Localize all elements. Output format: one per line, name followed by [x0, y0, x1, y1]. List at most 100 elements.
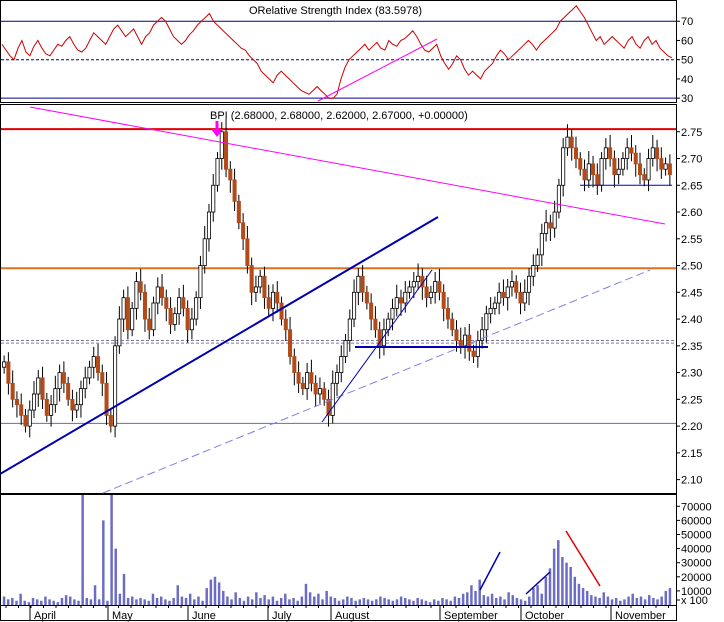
volume-tick-label: 60000 [681, 515, 712, 527]
volume-bar [259, 597, 262, 605]
candle-body [514, 281, 519, 293]
ascending-trendline [0, 216, 439, 475]
candle-body [70, 398, 75, 411]
candle [87, 360, 92, 385]
candle-body [61, 372, 66, 384]
candle-body [642, 174, 647, 181]
candle [407, 280, 412, 299]
candle [206, 204, 211, 252]
volume-bar [159, 596, 163, 605]
volume-bar [168, 600, 171, 605]
volume-bar [284, 593, 287, 605]
volume-trend-1 [479, 551, 501, 591]
volume-bar [623, 599, 626, 605]
candle [339, 345, 344, 383]
volume-bar [544, 576, 548, 605]
volume-bar [660, 596, 663, 605]
volume-bar [69, 596, 72, 605]
volume-bar [391, 600, 395, 605]
candle-body [352, 291, 357, 320]
candle-body [330, 382, 335, 416]
volume-bar [643, 599, 647, 605]
candle [578, 152, 583, 176]
volume-bar [23, 600, 26, 605]
month-label: June [192, 610, 216, 622]
volume-bar [333, 597, 337, 605]
candle [646, 148, 651, 192]
candle [659, 147, 664, 179]
candle-body [616, 168, 621, 175]
candle [78, 380, 83, 418]
candle [424, 275, 429, 308]
candle [61, 361, 66, 393]
candle [356, 268, 361, 306]
volume-bar [387, 599, 390, 605]
price-tick-label: 2.10 [681, 475, 702, 487]
candle [642, 168, 647, 187]
price-tick-label: 2.15 [681, 448, 702, 460]
volume-bar [437, 600, 440, 605]
candle [398, 289, 404, 316]
candle [326, 389, 331, 427]
volume-bar [445, 599, 448, 605]
candle [125, 286, 130, 340]
volume-bar [399, 596, 403, 605]
candle-body [497, 291, 502, 304]
price-tick-label: 2.40 [681, 314, 702, 326]
volume-bar [275, 600, 279, 605]
volume-bar [288, 599, 291, 605]
candle-body [147, 318, 152, 331]
candle [138, 268, 143, 301]
volume-bar [118, 593, 122, 605]
candle [309, 359, 314, 392]
volume-bar [631, 593, 634, 605]
candle [501, 279, 506, 306]
volume-bar [40, 600, 43, 605]
candle [445, 297, 450, 329]
volume-bar [619, 600, 622, 605]
volume-bar [73, 599, 76, 605]
volume-bar [126, 597, 130, 605]
candle-body [172, 313, 177, 325]
candle [189, 307, 194, 340]
candle [539, 223, 544, 267]
volume-bar [44, 596, 47, 605]
candle-body [394, 297, 399, 309]
volume-bar [523, 600, 527, 605]
candle-body [445, 307, 450, 320]
candle-body [633, 152, 638, 165]
volume-bar [217, 582, 221, 605]
candle [224, 118, 229, 178]
volume-bar [226, 596, 229, 605]
candle-body [463, 334, 468, 347]
candle-body [573, 147, 579, 159]
candle [608, 134, 613, 167]
candle-body [66, 382, 71, 400]
volume-bar [172, 597, 175, 605]
price-panel-frame [0, 104, 677, 494]
volume-bar [540, 593, 543, 605]
candle-body [373, 318, 378, 331]
candle-body [125, 297, 130, 331]
candle [253, 275, 258, 302]
candle-body [655, 147, 660, 159]
rsi-trendline [317, 38, 438, 102]
volume-tick-label: 10000 [681, 586, 712, 598]
volume-bar [15, 600, 18, 605]
price-tick-label: 2.70 [681, 154, 702, 166]
candle-body [87, 366, 92, 379]
candle [663, 157, 668, 176]
volume-bar [81, 495, 84, 605]
volume-bar [139, 597, 142, 605]
candle [411, 271, 416, 299]
volume-bar [375, 599, 378, 605]
candle [142, 284, 147, 332]
price-tick-label: 2.25 [681, 394, 702, 406]
candle-body [224, 131, 229, 170]
candle-body [288, 329, 293, 357]
candle-body [403, 291, 408, 304]
candle-body [6, 361, 11, 384]
candle-body [591, 163, 596, 175]
